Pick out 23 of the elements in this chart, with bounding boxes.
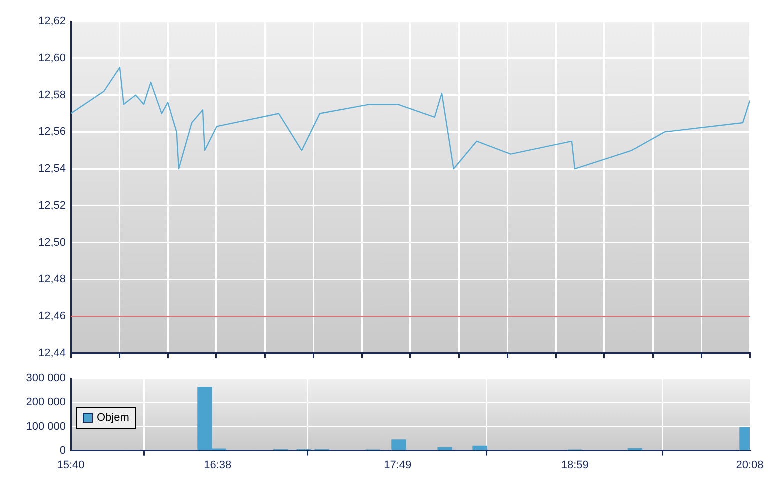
bar — [438, 447, 452, 450]
y-tick-label: 12,60 — [38, 52, 66, 64]
y-tick-label: 12,46 — [38, 310, 66, 323]
x-tick-label: 18:59 — [561, 459, 589, 472]
y-tick-label: 12,54 — [38, 163, 66, 176]
y-tick-label: 0 — [60, 444, 66, 457]
y-tick-label: 12,62 — [38, 16, 66, 28]
bar — [472, 446, 488, 450]
y-tick-label: 200 000 — [26, 396, 66, 409]
y-tick-label: 12,44 — [38, 347, 66, 360]
x-tick-label: 16:38 — [204, 459, 232, 472]
x-tick-label: 15:40 — [57, 459, 85, 472]
y-tick-label: 100 000 — [26, 420, 66, 433]
y-tick-label: 12,58 — [38, 89, 66, 102]
y-tick-label: 12,50 — [38, 236, 66, 249]
bar — [392, 440, 406, 450]
x-tick-label: 17:49 — [384, 459, 412, 472]
y-tick-label: 300 000 — [26, 372, 66, 385]
y-tick-label: 12,56 — [38, 126, 66, 138]
legend-label: Objem — [97, 412, 130, 424]
y-tick-label: 12,52 — [38, 200, 66, 212]
x-tick-label: 20:08 — [736, 459, 764, 472]
y-tick-label: 12,48 — [38, 274, 66, 286]
